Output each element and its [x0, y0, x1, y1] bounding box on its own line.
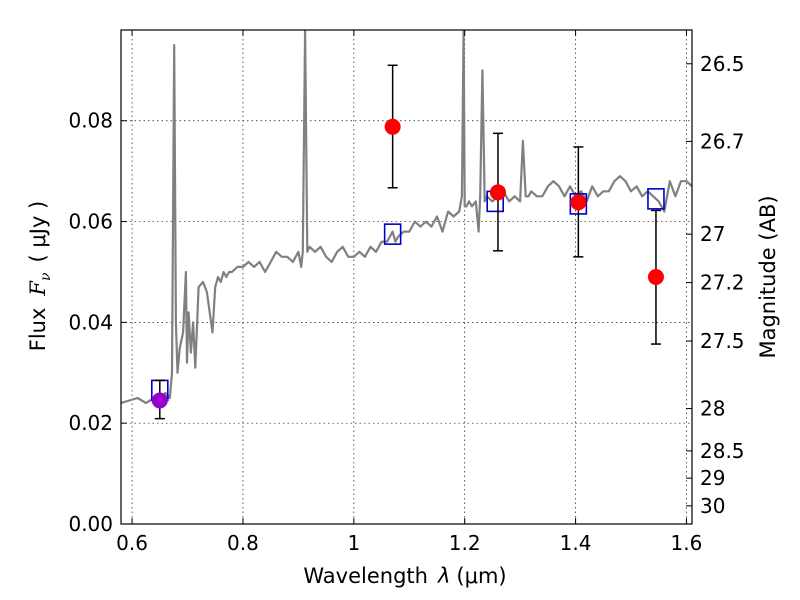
y2-tick-label: 29	[700, 466, 725, 490]
y2-tick-label: 30	[700, 494, 725, 518]
x-axis-label: Wavelength λ (μm)	[303, 564, 506, 588]
y2-axis-label: Magnitude (AB)	[756, 195, 780, 358]
x-tick-label: 0.6	[116, 531, 148, 555]
y2-tick-label: 27.2	[700, 271, 745, 295]
x-tick-label: 1.2	[449, 531, 481, 555]
model-band-square	[383, 223, 402, 245]
plot-area	[121, 30, 692, 420]
x-axis-label-symbol: λ	[437, 564, 450, 588]
y2-tick-label: 28.5	[700, 439, 745, 463]
axis-ticks: 0.6 0.8 1 1.2 1.4 1.6 0.00 0.02 0.04 0.06 0.08 26.5…	[68, 30, 745, 555]
y-tick-label: 0.00	[68, 512, 113, 536]
model-spectrum-line	[121, 30, 692, 405]
x-tick-label: 1.4	[560, 531, 592, 555]
x-axis-label-prefix: Wavelength	[303, 564, 428, 588]
y-axis-label-unit: ( μJy )	[26, 201, 50, 263]
y2-tick-label: 26.7	[700, 129, 745, 153]
observed-point	[570, 194, 587, 211]
y-tick-label: 0.04	[68, 310, 113, 334]
x-tick-label: 1.6	[671, 531, 703, 555]
observed-point	[384, 118, 401, 135]
y-axis-label-symbol: F	[26, 280, 50, 297]
axes-frame	[120, 29, 693, 525]
y2-tick-label: 27.5	[700, 329, 745, 353]
x-tick-label: 0.8	[227, 531, 259, 555]
observed-point	[647, 269, 664, 285]
grid	[121, 30, 692, 524]
y2-tick-label: 26.5	[700, 52, 745, 76]
y2-tick-label: 28	[700, 397, 725, 421]
y2-tick-label: 27	[700, 222, 725, 246]
x-axis-label-unit: (μm)	[456, 564, 506, 588]
y-tick-label: 0.08	[68, 109, 113, 133]
y-axis-label-prefix: Flux	[26, 308, 50, 352]
x-tick-label: 1	[347, 531, 360, 555]
y-axis-label-subscript: ν	[38, 272, 54, 281]
y-tick-label: 0.06	[68, 210, 113, 234]
y-tick-label: 0.02	[68, 411, 113, 435]
observed-point	[489, 184, 506, 201]
y-axis-label: Flux Fν ( μJy )	[26, 201, 54, 351]
observed-point	[151, 392, 168, 409]
plot-series	[121, 30, 692, 420]
model-band-square	[647, 188, 665, 210]
